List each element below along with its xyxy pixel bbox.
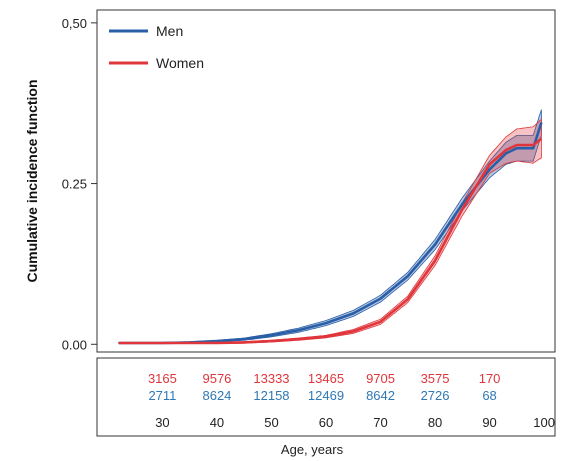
y-axis: 0.00 0.25 0,50 — [62, 16, 97, 352]
y-axis-label: Cumulative incidence function — [24, 79, 40, 282]
at-risk-women-value: 13333 — [253, 371, 289, 386]
x-tick-label: 60 — [319, 415, 333, 430]
at-risk-men-value: 8642 — [366, 388, 395, 403]
at-risk-women-value: 3165 — [148, 371, 177, 386]
y-tick-label: 0,50 — [62, 16, 87, 31]
at-risk-men-value: 2726 — [421, 388, 450, 403]
at-risk-women-value: 9705 — [366, 371, 395, 386]
at-risk-men-value: 2711 — [148, 388, 176, 403]
at-risk-women-value: 3575 — [421, 371, 450, 386]
x-tick-label: 80 — [428, 415, 442, 430]
series-lines — [118, 122, 543, 345]
at-risk-men-value: 8624 — [202, 388, 231, 403]
at-risk-women-value: 9576 — [202, 371, 231, 386]
x-axis-tick-labels: 30 40 50 60 70 80 90 100 — [155, 415, 555, 430]
y-tick-label: 0.00 — [62, 337, 87, 352]
ci-band-women — [118, 118, 542, 344]
at-risk-table: 3165 9576 13333 13465 9705 3575 170 2711 8624 121… — [148, 371, 500, 403]
x-axis-label: Age, years — [281, 442, 344, 457]
x-tick-label: 70 — [373, 415, 387, 430]
x-tick-label: 50 — [264, 415, 278, 430]
x-tick-label: 30 — [155, 415, 169, 430]
at-risk-women-value: 13465 — [308, 371, 344, 386]
at-risk-men-value: 12158 — [253, 388, 289, 403]
legend: Men Women — [109, 23, 204, 71]
legend-label-women: Women — [156, 55, 204, 71]
at-risk-table-frame — [96, 357, 556, 437]
series-line-women — [118, 137, 543, 345]
x-tick-label: 90 — [482, 415, 496, 430]
legend-label-men: Men — [156, 23, 183, 39]
series-line-men — [118, 122, 543, 345]
y-tick-label: 0.25 — [62, 177, 87, 192]
plot-frame — [96, 9, 556, 353]
confidence-bands — [118, 109, 542, 344]
x-tick-label: 40 — [210, 415, 224, 430]
at-risk-men-value: 68 — [482, 388, 496, 403]
ci-band-men — [118, 109, 542, 344]
at-risk-women-value: 170 — [479, 371, 501, 386]
x-tick-label: 100 — [533, 415, 555, 430]
at-risk-men-value: 12469 — [308, 388, 344, 403]
